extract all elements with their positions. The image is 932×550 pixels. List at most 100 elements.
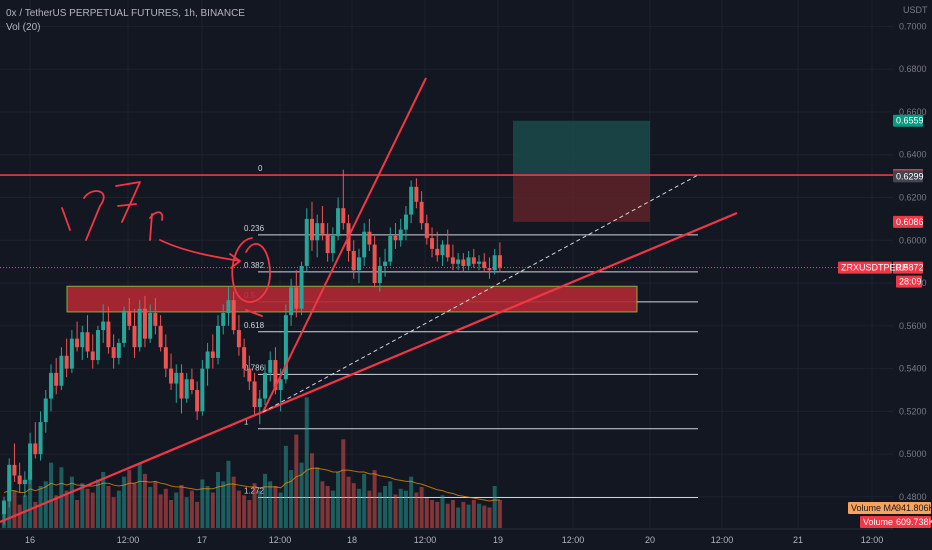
- drawings: [0, 77, 738, 524]
- volume-indicator-label[interactable]: Vol (20): [6, 22, 41, 33]
- volume-bar: [362, 473, 367, 528]
- price-tick-label: 0.7000: [899, 21, 927, 31]
- volume-bar: [142, 473, 147, 528]
- price-tick-label: 0.5000: [899, 449, 927, 459]
- candle-body: [299, 265, 304, 309]
- candle-body: [263, 372, 267, 399]
- last-price-tag-text: 0.5872: [896, 263, 924, 273]
- support-zone: [66, 285, 638, 313]
- volume-bar: [221, 481, 226, 528]
- volume-bar: [456, 507, 461, 528]
- symbol-title[interactable]: 0x / TetherUS PERPETUAL FUTURES, 1h, BIN…: [6, 8, 245, 19]
- candle-body: [28, 443, 33, 480]
- candle-body: [226, 300, 231, 313]
- volume-tag-bg: [860, 516, 931, 528]
- trendline-dashed[interactable]: [262, 174, 699, 413]
- volume-bar: [116, 490, 121, 528]
- candle-body: [189, 379, 194, 390]
- candle-body: [221, 312, 226, 326]
- volume-bar: [132, 483, 137, 528]
- volume-bar: [398, 488, 403, 528]
- candle: [127, 298, 132, 331]
- volume-ma-tag-bg: [848, 502, 931, 514]
- candle: [122, 306, 127, 348]
- candle: [64, 338, 69, 378]
- candle: [179, 364, 184, 414]
- volume-bar: [419, 486, 424, 528]
- candle-body: [309, 218, 314, 241]
- volume-bar: [377, 492, 382, 528]
- candle: [38, 411, 43, 461]
- candle: [17, 462, 22, 493]
- volume-bar: [477, 503, 482, 528]
- candle: [430, 227, 435, 258]
- candle-body: [210, 351, 215, 358]
- candle: [111, 334, 116, 369]
- candle: [294, 270, 299, 318]
- stop-price-tag-text: 0.6086: [896, 217, 924, 227]
- time-tick-label: 18: [347, 535, 357, 545]
- handwritten-circle: [231, 237, 271, 303]
- candle: [54, 357, 59, 395]
- price-axis-bg: [893, 0, 932, 550]
- candle-body: [85, 332, 90, 352]
- candle-body: [174, 372, 179, 384]
- candle: [435, 231, 440, 262]
- candle: [33, 422, 38, 459]
- candle: [137, 300, 142, 352]
- trendline-steep[interactable]: [262, 77, 427, 413]
- candle: [367, 218, 372, 251]
- volume-bar: [195, 501, 200, 528]
- volume-bar: [257, 490, 262, 528]
- candle-body: [367, 231, 372, 245]
- volume-bar: [492, 486, 497, 528]
- price-tick-label: 0.5600: [899, 321, 927, 331]
- handwritten-stroke: [61, 207, 71, 231]
- candle: [216, 315, 221, 365]
- candle: [482, 253, 487, 273]
- candle-body: [268, 360, 273, 373]
- target-zone: [513, 120, 650, 177]
- volume-bar: [69, 476, 74, 528]
- volume-bar: [80, 483, 85, 528]
- time-axis[interactable]: 16 12:00 17 12:00 18 12:00 19 12:00 20 12:00 21 12:…: [0, 528, 893, 545]
- candle: [445, 229, 450, 262]
- candle-body: [122, 310, 127, 343]
- candle: [325, 223, 330, 262]
- volume-bar: [294, 434, 299, 528]
- time-tick-label: 12:00: [711, 535, 734, 545]
- candle-body: [377, 265, 382, 284]
- price-axis[interactable]: USDT 0.7000 0.6800 0.6600 0.6400 0.6200 0.6000…: [893, 0, 932, 550]
- candle: [90, 334, 95, 369]
- volume-bar: [403, 490, 408, 528]
- candle-body: [289, 287, 294, 316]
- candle-body: [142, 308, 147, 339]
- candle: [189, 368, 194, 395]
- handwritten-annotation: [61, 181, 271, 317]
- volume-bar: [247, 500, 252, 528]
- volume-bar: [189, 490, 194, 528]
- candle-body: [435, 248, 440, 256]
- price-tick-label: 0.5200: [899, 406, 927, 416]
- candle-body: [132, 325, 137, 348]
- time-tick-label: 19: [493, 535, 503, 545]
- candle: [69, 330, 74, 373]
- candle-body: [336, 208, 341, 236]
- trendline-support[interactable]: [0, 211, 738, 524]
- candle: [383, 248, 388, 277]
- entry-price-tag: 0.6299: [893, 170, 924, 183]
- candle: [158, 315, 163, 352]
- candle: [257, 389, 262, 425]
- candle-body: [356, 257, 361, 271]
- candle-body: [320, 223, 325, 234]
- time-tick-label: 21: [793, 535, 803, 545]
- candle: [330, 227, 335, 262]
- candle-body: [95, 330, 100, 361]
- candle-body: [137, 308, 142, 348]
- time-tick-label: 12:00: [562, 535, 585, 545]
- last-price-tag: 0.5872: [893, 261, 924, 274]
- volume-bar: [424, 498, 429, 528]
- candle-body: [106, 321, 111, 348]
- fib-level-label: 1: [244, 418, 249, 427]
